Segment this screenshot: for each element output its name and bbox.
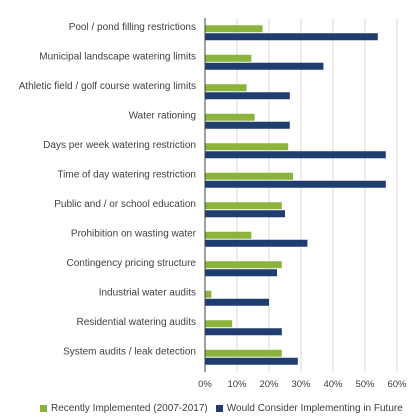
bar-would-consider <box>205 62 324 70</box>
bar-recently-implemented <box>205 25 263 33</box>
bar-would-consider <box>205 210 285 218</box>
legend-item-future: Would Consider Implementing in Future <box>215 402 403 414</box>
legend-label-future: Would Consider Implementing in Future <box>226 402 403 414</box>
legend-swatch-future <box>215 404 223 412</box>
bar-would-consider <box>205 269 277 277</box>
category-label: Public and / or school education <box>54 199 196 210</box>
legend: Recently Implemented (2007-2017) Would C… <box>40 400 406 416</box>
bar-chart: Pool / pond filling restrictions Municipa… <box>19 18 407 390</box>
bar-recently-implemented <box>205 349 282 357</box>
bar-would-consider <box>205 328 282 336</box>
category-label: Contingency pricing structure <box>66 258 196 269</box>
x-tick-label: 20% <box>259 379 279 390</box>
bar-recently-implemented <box>205 84 247 92</box>
legend-swatch-recent <box>40 404 47 412</box>
bar-would-consider <box>205 180 386 188</box>
bar-recently-implemented <box>205 202 282 210</box>
x-tick-label: 10% <box>227 379 247 390</box>
bars <box>205 25 386 365</box>
bar-would-consider <box>205 121 290 129</box>
category-label: Athletic field / golf course watering li… <box>19 81 196 92</box>
bar-recently-implemented <box>205 113 255 121</box>
category-label: Days per week watering restriction <box>43 140 196 151</box>
category-label: Residential watering audits <box>76 317 196 328</box>
bar-would-consider <box>205 151 386 159</box>
category-label: System audits / leak detection <box>63 346 196 357</box>
bar-recently-implemented <box>205 320 233 328</box>
legend-label-recent: Recently Implemented (2007-2017) <box>51 402 208 414</box>
bar-would-consider <box>205 33 378 41</box>
bar-recently-implemented <box>205 54 252 62</box>
gridlines <box>236 18 398 372</box>
x-tick-label: 60% <box>387 379 407 390</box>
category-label: Industrial water audits <box>99 287 196 298</box>
category-label: Time of day watering restriction <box>57 169 196 180</box>
category-label: Water rationing <box>129 110 196 121</box>
legend-item-recent: Recently Implemented (2007-2017) <box>40 403 208 414</box>
bar-would-consider <box>205 357 298 365</box>
x-tick-labels: 0% 10% 20% 30% 40% 50% 60% <box>198 379 407 390</box>
x-tick-label: 40% <box>323 379 343 390</box>
bar-recently-implemented <box>205 261 282 269</box>
bar-would-consider <box>205 92 290 100</box>
bar-recently-implemented <box>205 290 212 298</box>
category-label: Municipal landscape watering limits <box>39 51 196 62</box>
category-labels: Pool / pond filling restrictions Municipa… <box>19 22 197 358</box>
x-tick-label: 50% <box>355 379 375 390</box>
bar-recently-implemented <box>205 143 289 151</box>
bar-recently-implemented <box>205 172 293 180</box>
x-tick-label: 0% <box>198 379 212 390</box>
category-label: Prohibition on wasting water <box>71 228 197 239</box>
bar-recently-implemented <box>205 231 252 239</box>
bar-would-consider <box>205 239 308 247</box>
x-tick-label: 30% <box>291 379 311 390</box>
category-label: Pool / pond filling restrictions <box>69 22 196 33</box>
bar-would-consider <box>205 298 269 306</box>
